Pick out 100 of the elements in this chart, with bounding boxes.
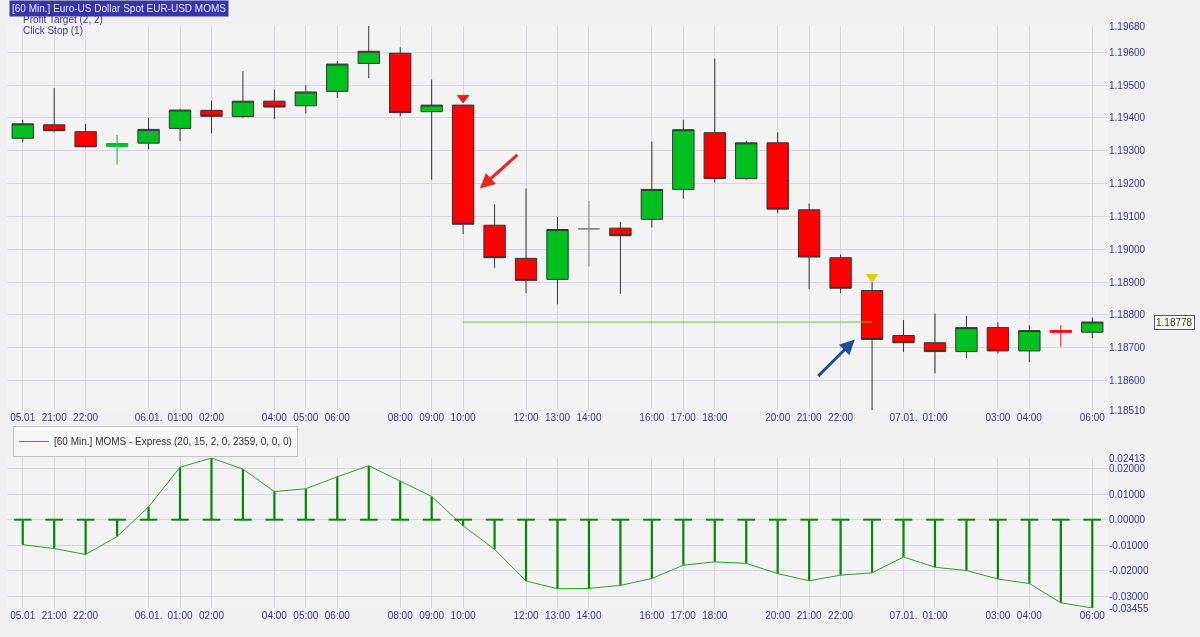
x-tick-label: 03:00 (985, 610, 1011, 621)
bar (965, 519, 968, 571)
x-tick-label: 22:00 (73, 412, 99, 423)
y-tick-label: -0.01000 (1109, 539, 1149, 551)
x-tick-label: 04:00 (261, 412, 288, 423)
y-tick-label: 1.19100 (1109, 210, 1146, 222)
x-tick-label: 21:00 (41, 610, 68, 621)
candlestick (955, 315, 978, 359)
x-tick-label: 09:00 (419, 610, 445, 621)
x-tick-label: 12:00 (513, 610, 539, 621)
bar (493, 519, 496, 550)
x-tick-label: 02:00 (198, 610, 225, 621)
x-tick-label: 05.01 (10, 610, 36, 621)
candlestick (1049, 324, 1072, 348)
bar (147, 506, 150, 520)
legend-label: [60 Min.] MOMS - Express (20, 15, 2, 0, 2359, 0, 0, 0) (54, 436, 292, 448)
candlestick (923, 313, 947, 374)
candlestick (483, 203, 506, 269)
x-tick-label: 04:00 (1016, 610, 1043, 621)
x-tick-label: 21:00 (796, 610, 823, 621)
y-tick-label: 1.18900 (1109, 276, 1146, 288)
x-tick-label: 08:00 (387, 610, 414, 621)
candlestick (326, 60, 349, 99)
annotation: Click Stop (1) (23, 25, 84, 36)
x-tick-label: 13:00 (544, 412, 571, 423)
x-tick-label: 06:00 (324, 412, 351, 423)
y-tick-label: -0.02000 (1109, 565, 1149, 577)
candlestick (609, 221, 632, 295)
x-tick-label: 21:00 (796, 412, 823, 423)
x-tick-label: 22:00 (73, 610, 99, 621)
bar (619, 519, 622, 586)
candlestick (357, 26, 380, 79)
y-tick-label: 0.01000 (1109, 488, 1146, 500)
x-tick-label: 04:00 (261, 610, 288, 621)
y-tick-label: 1.19400 (1109, 112, 1146, 124)
x-tick-label: 07.01. (889, 412, 918, 423)
y-tick-label: 0.02000 (1109, 463, 1146, 475)
x-tick-label: 17:00 (670, 610, 697, 621)
candlestick (74, 123, 97, 148)
y-tick-label: 1.19600 (1109, 46, 1146, 58)
bar (556, 519, 559, 589)
x-tick-label: 04:00 (1016, 412, 1043, 423)
candlestick (892, 319, 915, 353)
x-tick-label: 08:00 (387, 412, 414, 423)
chart-title: [60 Min.] Euro-US Dollar Spot EUR-USD MOMS (12, 3, 227, 14)
x-tick-label: 16:00 (639, 412, 665, 423)
x-tick-label: 20:00 (765, 412, 791, 423)
candlestick (672, 119, 695, 200)
candlestick (1081, 316, 1104, 339)
x-tick-label: 05:00 (293, 610, 319, 621)
x-tick-label: 12:00 (513, 412, 539, 423)
x-tick-label: 10:00 (450, 610, 477, 621)
x-tick-label: 06.01. (134, 610, 163, 621)
x-tick-label: 14:00 (576, 610, 602, 621)
text: Profit Target (2, 2) (23, 14, 103, 25)
candlestick (546, 216, 569, 305)
bar (902, 519, 905, 557)
x-tick-label: 22:00 (828, 610, 854, 621)
x-tick-label: 18:00 (702, 610, 728, 621)
x-tick-label: 09:00 (419, 412, 445, 423)
x-tick-label: 05.01 (10, 412, 36, 423)
line-series (22, 458, 1093, 608)
candlestick (514, 187, 538, 294)
bar (210, 458, 213, 520)
x-tick-label: 10:00 (450, 412, 477, 423)
candlestick (137, 117, 160, 150)
candlestick (263, 89, 286, 120)
candlestick (43, 87, 66, 133)
y-tick-label: 1.18800 (1109, 309, 1146, 321)
y-tick-label: 1.19680 (1109, 20, 1146, 32)
x-tick-label: 20:00 (765, 610, 791, 621)
x-tick-label: 02:00 (198, 412, 225, 423)
x-tick-label: 16:00 (639, 610, 665, 621)
candlestick (420, 79, 443, 181)
y-tick-label: 0.00000 (1109, 514, 1146, 526)
y-tick-label: 1.18510 (1109, 404, 1146, 416)
candlestick (1018, 324, 1041, 363)
x-tick-label: 13:00 (544, 610, 571, 621)
x-tick-label: 06:00 (1079, 412, 1106, 423)
x-tick-label: 22:00 (828, 412, 854, 423)
candlestick (766, 131, 789, 214)
x-tick-label: 07.01. (889, 610, 918, 621)
y-tick-label: 1.19200 (1109, 178, 1146, 190)
x-tick-label: 03:00 (985, 412, 1011, 423)
x-tick-label: 01:00 (167, 412, 193, 423)
x-tick-label: 05:00 (293, 412, 319, 423)
y-tick-label: -0.03455 (1109, 602, 1149, 614)
y-tick-label: 1.18600 (1109, 374, 1146, 386)
x-tick-label: 06.01. (134, 412, 163, 423)
y-tick-label: 1.18700 (1109, 342, 1146, 354)
x-tick-label: 01:00 (922, 412, 948, 423)
candlestick (829, 253, 852, 294)
x-tick-label: 06:00 (324, 610, 351, 621)
x-tick-label: 01:00 (167, 610, 193, 621)
x-tick-label: 01:00 (922, 610, 948, 621)
candlestick (577, 200, 601, 268)
candlestick (986, 321, 1010, 355)
x-tick-label: 18:00 (702, 412, 728, 423)
candlestick (11, 119, 34, 143)
candlestick (294, 84, 318, 114)
